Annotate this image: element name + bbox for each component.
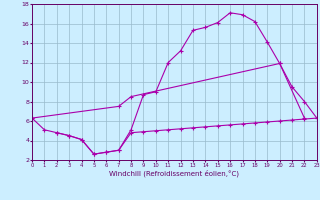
X-axis label: Windchill (Refroidissement éolien,°C): Windchill (Refroidissement éolien,°C) bbox=[109, 169, 239, 177]
